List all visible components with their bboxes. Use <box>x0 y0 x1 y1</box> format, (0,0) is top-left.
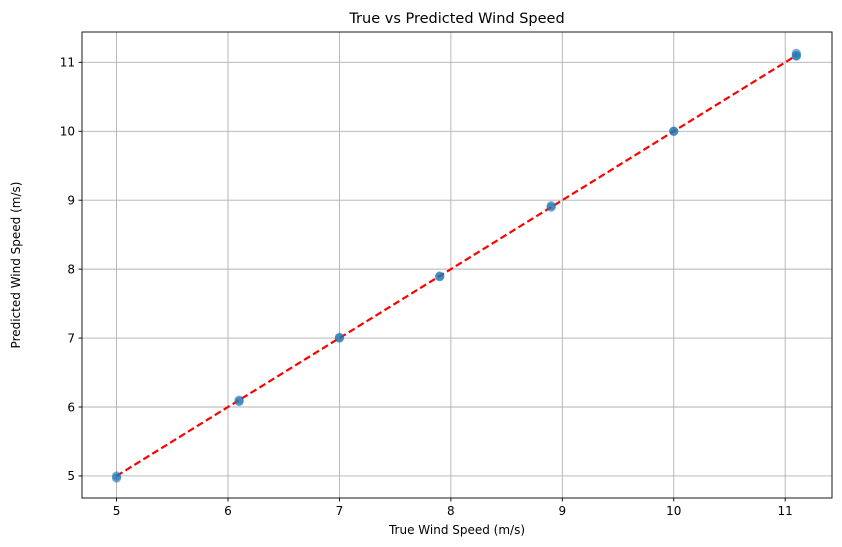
x-tick-label: 5 <box>113 504 121 518</box>
y-tick-label: 8 <box>67 262 75 276</box>
data-points <box>111 48 801 483</box>
grid <box>82 32 832 498</box>
y-tick-label: 9 <box>67 194 75 208</box>
y-tick-label: 7 <box>67 331 75 345</box>
x-tick-label: 9 <box>558 504 566 518</box>
data-point <box>334 332 345 342</box>
plot-frame <box>81 31 833 499</box>
y-tick-label: 10 <box>60 125 75 139</box>
data-point <box>791 51 801 61</box>
data-point <box>435 272 445 282</box>
data-point <box>111 473 122 483</box>
x-tick-label: 6 <box>224 504 232 518</box>
y-tick-label: 5 <box>67 469 75 483</box>
x-tick-label: 8 <box>447 504 455 518</box>
data-point <box>669 126 679 136</box>
chart-title: True vs Predicted Wind Speed <box>348 11 564 27</box>
x-axis-ticks: 5 6 7 8 9 10 11 <box>113 498 793 518</box>
y-axis-ticks: 5 6 7 8 9 10 11 <box>60 56 82 483</box>
data-point <box>234 396 244 407</box>
data-point <box>546 201 556 211</box>
x-tick-label: 11 <box>778 504 793 518</box>
y-axis-label: Predicted Wind Speed (m/s) <box>9 182 23 349</box>
x-tick-label: 10 <box>666 504 681 518</box>
reference-line <box>115 54 797 477</box>
y-tick-label: 6 <box>67 400 75 414</box>
reference-line-group <box>115 54 797 477</box>
x-tick-label: 7 <box>336 504 344 518</box>
y-tick-label: 11 <box>60 56 75 70</box>
x-axis-label: True Wind Speed (m/s) <box>388 523 525 537</box>
